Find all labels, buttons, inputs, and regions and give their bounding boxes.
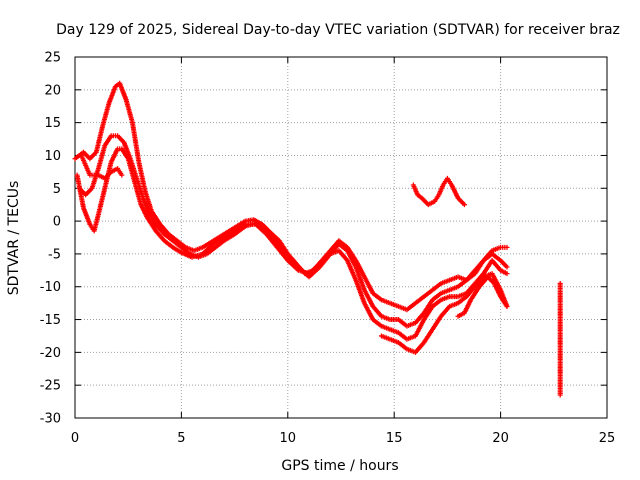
chart-title: Day 129 of 2025, Sidereal Day-to-day VTE… [56,22,620,38]
x-tick-label: 25 [599,431,616,446]
y-tick-label: 5 [53,182,61,197]
data-point-marker [504,271,510,277]
data-point-marker [557,392,563,398]
plot-frame [74,56,608,419]
data-point-marker [461,202,467,208]
x-tick-label: 5 [177,431,185,446]
y-tick-label: -30 [40,412,61,427]
y-tick-label: -20 [40,346,61,361]
y-tick-label: 0 [53,215,61,230]
series-track-c [74,146,510,342]
y-tick-label: -5 [48,247,61,262]
y-tick-label: -10 [40,280,61,295]
data-point-marker [504,303,510,309]
x-tick-label: 10 [280,431,297,446]
data-points [72,80,563,398]
x-axis-label: GPS time / hours [281,458,398,474]
data-point-marker [119,172,125,178]
x-tick-label: 20 [492,431,509,446]
series-track-f [455,274,510,319]
data-point-marker [504,264,510,270]
y-tick-label: 15 [44,116,61,131]
x-tick-label: 0 [71,431,79,446]
axis-ticks: 0 5 10 15 20 25 -30 -25 -20 -15 -10 -5 0 5 10 15 20 25 [40,51,616,447]
series-track-g [410,175,467,208]
y-axis-label: SDTVAR / TECUs [6,181,22,296]
x-tick-label: 15 [386,431,403,446]
y-tick-label: 20 [44,83,61,98]
data-point-marker [504,244,510,250]
series-track-d [78,152,125,181]
y-tick-label: 10 [44,149,61,164]
grid [75,57,607,418]
y-tick-label: -25 [40,379,61,394]
y-tick-label: -15 [40,313,61,328]
series-track-h [557,280,563,398]
y-tick-label: 25 [44,51,61,66]
